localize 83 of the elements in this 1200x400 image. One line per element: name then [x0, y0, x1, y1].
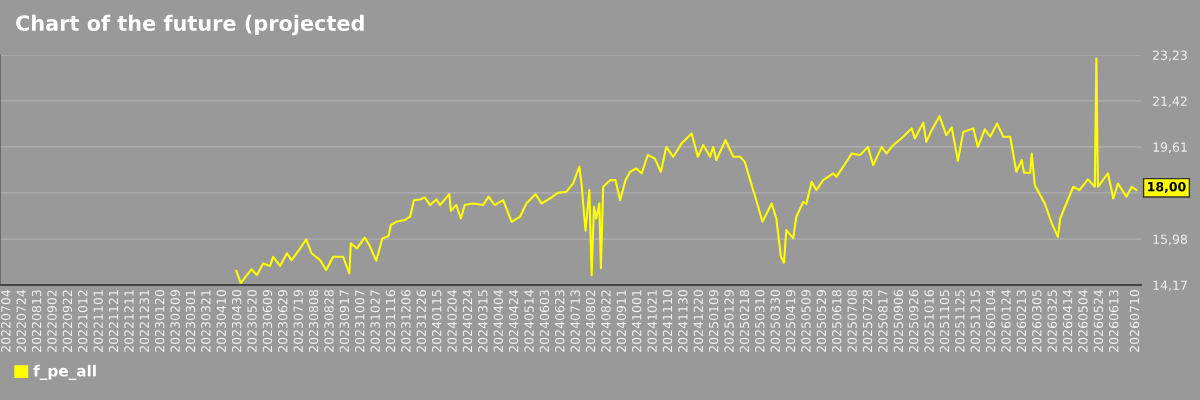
x-tick-label: 20230301	[185, 290, 196, 352]
y-tick-label: 19,61	[1153, 142, 1187, 154]
x-tick-label: 20260710	[1129, 290, 1140, 352]
x-tick-label: 20220724	[16, 289, 26, 352]
x-tick-label: 20221101	[93, 290, 103, 352]
x-tick-label: 20220704	[1, 289, 11, 352]
y-tick-label: 15,98	[1153, 234, 1188, 246]
x-tick-label: 20230808	[308, 290, 319, 352]
x-tick-label: 20251215	[970, 290, 980, 352]
x-tick-label: 20240204	[447, 289, 457, 352]
x-tick-label: 20231226	[416, 289, 427, 352]
x-tick-label: 20230719	[293, 290, 303, 352]
x-tick-label: 20250926	[908, 289, 919, 352]
x-tick-label: 20240623	[555, 290, 565, 352]
x-tick-label: 20220813	[31, 290, 42, 352]
x-tick-label: 20241110	[662, 290, 673, 352]
x-tick-label: 20250618	[832, 290, 842, 352]
x-tick-label: 20231116	[385, 289, 396, 352]
x-tick-label: 20230828	[324, 290, 334, 352]
y-tick-label: 23,23	[1153, 50, 1187, 62]
x-tick-label: 20260305	[1032, 290, 1042, 352]
x-tick-label: 20260124	[1001, 289, 1011, 352]
x-tick-label: 20240713	[570, 290, 580, 352]
x-tick-label: 20260613	[1109, 290, 1119, 352]
x-tick-label: 20250509	[801, 290, 811, 352]
x-tick-label: 20230520	[247, 290, 257, 352]
x-tick-label: 20231206	[401, 289, 411, 352]
x-tick-label: 20250218	[739, 290, 750, 352]
x-tick-label: 20230629	[278, 290, 288, 352]
x-tick-label: 20240603	[539, 290, 550, 352]
x-tick-label: 20240514	[524, 289, 534, 352]
x-tick-label: 20240404	[493, 289, 503, 352]
x-tick-label: 20240115	[431, 290, 442, 352]
x-tick-label: 20220902	[47, 290, 57, 352]
y-tick-label: 14,17	[1153, 280, 1187, 292]
x-tick-label: 20250906	[893, 289, 904, 352]
x-tick-label: 20221231	[139, 290, 150, 352]
x-tick-label: 20260414	[1062, 289, 1073, 352]
x-tick-label: 20251016	[924, 289, 934, 352]
x-tick-label: 20240224	[462, 289, 473, 352]
x-tick-label: 20260524	[1093, 289, 1104, 352]
x-tick-label: 20251125	[955, 290, 965, 352]
x-tick-label: 20260213	[1016, 290, 1027, 352]
x-tick-label: 20241220	[693, 290, 703, 352]
x-tick-label: 20250708	[847, 290, 857, 352]
line-series	[235, 57, 1138, 285]
x-tick-label: 20230209	[170, 290, 180, 352]
x-tick-label: 20250817	[878, 290, 888, 352]
x-tick-label: 20230430	[231, 290, 242, 352]
x-tick-label: 20221012	[78, 290, 88, 352]
x-tick-label: 20260325	[1047, 290, 1057, 352]
x-tick-label: 20231027	[370, 290, 380, 352]
x-tick-label: 20220922	[62, 290, 73, 352]
chart-title: Chart of the future (projected	[16, 14, 364, 36]
x-tick-label: 20221121	[108, 290, 119, 352]
x-tick-label: 20230321	[201, 290, 211, 352]
x-tick-label: 20240802	[585, 290, 596, 352]
x-tick-label: 20221211	[124, 290, 134, 352]
x-tick-label: 20240424	[508, 289, 519, 352]
x-tick-label: 20250109	[708, 290, 719, 352]
x-tick-label: 20230120	[154, 290, 165, 352]
legend-label: f_pe_all	[33, 364, 96, 380]
x-tick-label: 20260504	[1078, 289, 1088, 352]
x-tick-label: 20230410	[216, 290, 226, 352]
annotation: 18,00	[1148, 181, 1186, 193]
x-tick-label: 20231007	[355, 290, 365, 352]
x-tick-label: 20250728	[862, 290, 873, 352]
x-tick-label: 20250129	[724, 290, 734, 352]
x-tick-label: 20251105	[939, 290, 950, 352]
x-tick-label: 20241021	[647, 290, 657, 352]
x-tick-label: 20250330	[770, 290, 780, 352]
x-tick-label: 20241001	[631, 290, 642, 352]
x-tick-label: 20250310	[755, 290, 765, 352]
x-tick-label: 20250419	[785, 290, 796, 352]
x-tick-label: 20240911	[616, 290, 627, 352]
x-tick-label: 20240315	[478, 290, 488, 352]
x-tick-label: 20241130	[678, 290, 688, 352]
x-tick-label: 20250529	[816, 290, 827, 352]
x-tick-label: 20230609	[262, 290, 273, 352]
x-tick-label: 20260104	[985, 289, 996, 352]
x-tick-label: 20240822	[601, 290, 611, 352]
x-tick-label: 20230917	[339, 290, 350, 352]
y-tick-label: 21,42	[1153, 96, 1187, 108]
